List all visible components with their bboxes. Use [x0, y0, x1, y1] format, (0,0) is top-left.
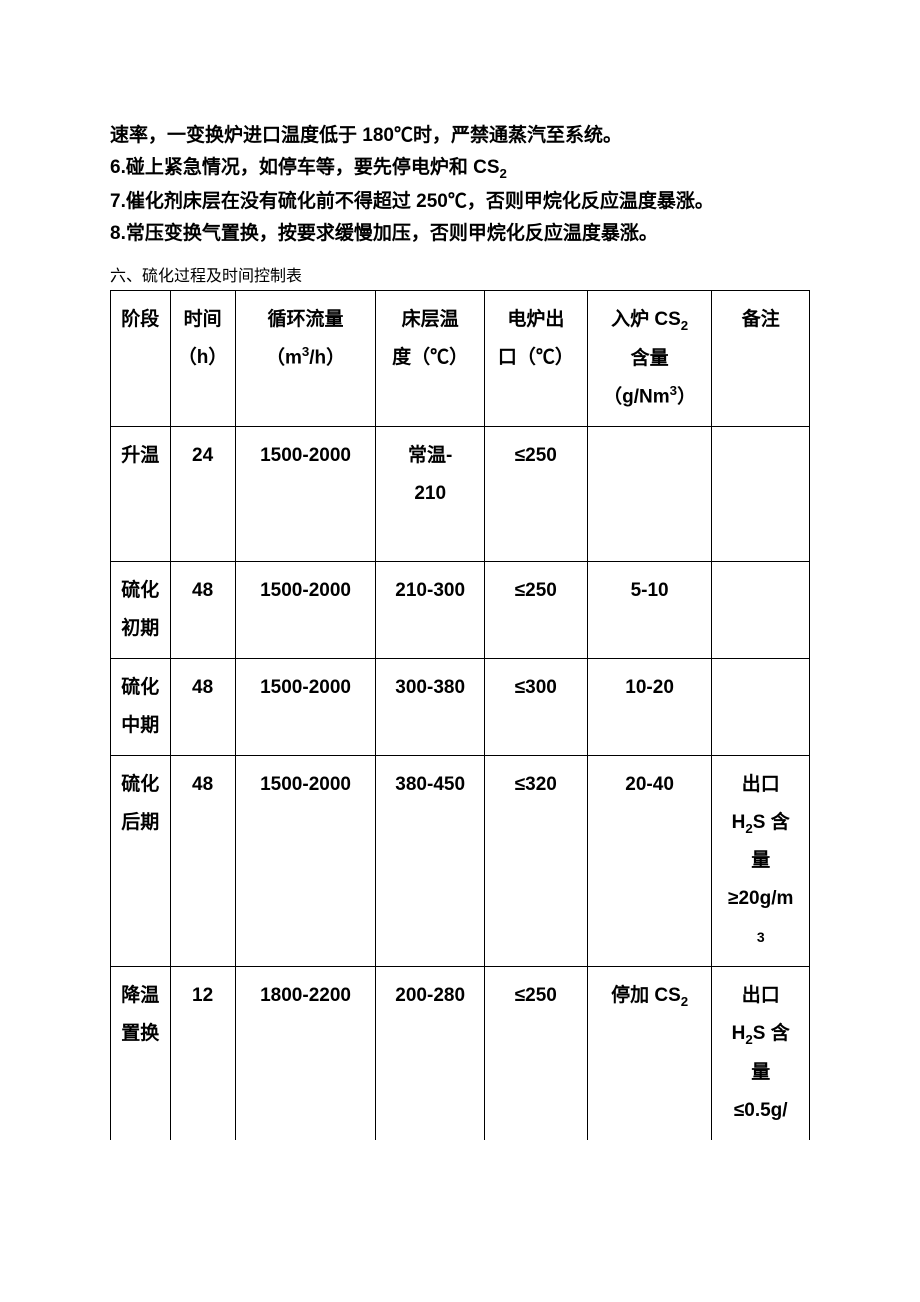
cell-time: 48: [170, 562, 235, 659]
cell-furnace: ≤300: [484, 659, 587, 756]
th-flow-post: /h）: [309, 348, 345, 369]
remark-h2s-post: S 含: [753, 1023, 790, 1044]
cell-flow: 1500-2000: [235, 427, 376, 562]
remark-l4: ≤0.5g/: [734, 1100, 788, 1121]
p2-text: 6.碰上紧急情况，如停车等，要先停电炉和 CS: [110, 157, 500, 178]
cell-stage: 硫化 后期: [111, 756, 171, 967]
th-furn-l2: 口（℃）: [498, 347, 574, 368]
th-bed-temp: 床层温 度（℃）: [376, 291, 484, 427]
table-row: 升温 24 1500-2000 常温- 210 ≤250: [111, 427, 810, 562]
cell-bed-temp: 300-380: [376, 659, 484, 756]
cell-stage: 降温 置换: [111, 967, 171, 1140]
remark-l5: 3: [757, 929, 765, 945]
cell-flow: 1500-2000: [235, 659, 376, 756]
th-flow-pre: （m: [266, 348, 302, 369]
remark-l4: ≥20g/m: [728, 888, 793, 909]
cell-cs2: 20-40: [587, 756, 712, 967]
th-cs2-sub: 2: [681, 318, 688, 333]
table-row: 降温 置换 12 1800-2200 200-280 ≤250 停加 CS2 出…: [111, 967, 810, 1140]
cell-remark: 出口 H2S 含 量 ≤0.5g/: [712, 967, 810, 1140]
cell-stage-l2: 初期: [121, 618, 159, 639]
cell-time: 24: [170, 427, 235, 562]
cell-furnace: ≤250: [484, 967, 587, 1140]
cell-stage-l1: 降温: [121, 985, 159, 1006]
remark-l1: 出口: [742, 985, 780, 1006]
remark-h2s-pre: H: [732, 812, 746, 833]
table-caption: 六、硫化过程及时间控制表: [110, 262, 810, 286]
remark-l3: 量: [751, 850, 770, 871]
cell-stage-l2: 中期: [121, 715, 159, 736]
remark-h2s-pre: H: [732, 1023, 746, 1044]
document-page: 速率，一变换炉进口温度低于 180℃时，严禁通蒸汽至系统。 6.碰上紧急情况，如…: [0, 0, 920, 1180]
cell-furnace: ≤250: [484, 562, 587, 659]
paragraph-line-1: 速率，一变换炉进口温度低于 180℃时，严禁通蒸汽至系统。: [110, 120, 810, 152]
cell-stage-l1: 硫化: [121, 677, 159, 698]
cell-remark: [712, 427, 810, 562]
remark-h2s-sub: 2: [745, 1032, 752, 1047]
cell-flow: 1500-2000: [235, 562, 376, 659]
cell-bed-temp: 210-300: [376, 562, 484, 659]
p2-sub: 2: [500, 166, 507, 181]
cell-stage-l1: 硫化: [121, 580, 159, 601]
cell-bed-temp: 常温- 210: [376, 427, 484, 562]
cell-cs2: 5-10: [587, 562, 712, 659]
paragraph-line-4: 8.常压变换气置换，按要求缓慢加压，否则甲烷化反应温度暴涨。: [110, 218, 810, 250]
cell-furnace: ≤250: [484, 427, 587, 562]
paragraph-line-2: 6.碰上紧急情况，如停车等，要先停电炉和 CS2: [110, 152, 810, 185]
th-cs2-c-post: ）: [677, 386, 696, 407]
cell-time: 12: [170, 967, 235, 1140]
th-flow-l1: 循环流量: [268, 309, 344, 330]
th-cs2-l2: 含量: [631, 348, 669, 369]
th-time-l2: （h）: [178, 347, 228, 368]
cell-bed-l2: 210: [414, 483, 446, 504]
cell-bed-l1: 常温-: [408, 445, 452, 466]
th-time: 时间 （h）: [170, 291, 235, 427]
cell-stage-l1: 硫化: [121, 774, 159, 795]
paragraph-line-3: 7.催化剂床层在没有硫化前不得超过 250℃，否则甲烷化反应温度暴涨。: [110, 186, 810, 218]
cell-remark: 出口 H2S 含 量 ≥20g/m 3: [712, 756, 810, 967]
table-row: 硫化 中期 48 1500-2000 300-380 ≤300 10-20: [111, 659, 810, 756]
sulfidation-schedule-table: 阶段 时间 （h） 循环流量 （m3/h） 床层温 度（℃） 电炉出 口（℃） …: [110, 290, 810, 1140]
cell-furnace: ≤320: [484, 756, 587, 967]
cell-time: 48: [170, 756, 235, 967]
cell-cs2: 10-20: [587, 659, 712, 756]
cell-stage-l2: 后期: [121, 812, 159, 833]
th-remark: 备注: [712, 291, 810, 427]
cell-cs2: 停加 CS2: [587, 967, 712, 1140]
remark-l3: 量: [751, 1062, 770, 1083]
th-bed-l1: 床层温: [402, 309, 459, 330]
remark-l1: 出口: [742, 774, 780, 795]
cell-remark: [712, 562, 810, 659]
cell-cs2-pre: 停加 CS: [611, 985, 681, 1006]
remark-h2s-sub: 2: [745, 821, 752, 836]
cell-flow: 1500-2000: [235, 756, 376, 967]
cell-bed-temp: 380-450: [376, 756, 484, 967]
table-row: 硫化 后期 48 1500-2000 380-450 ≤320 20-40 出口…: [111, 756, 810, 967]
cell-remark: [712, 659, 810, 756]
cell-flow: 1800-2200: [235, 967, 376, 1140]
remark-h2s-post: S 含: [753, 812, 790, 833]
th-furnace-out: 电炉出 口（℃）: [484, 291, 587, 427]
th-flow: 循环流量 （m3/h）: [235, 291, 376, 427]
th-cs2-c-sup: 3: [670, 383, 677, 398]
cell-stage: 硫化 中期: [111, 659, 171, 756]
th-cs2-pre: 入炉 CS: [611, 309, 681, 330]
cell-stage-l2: 置换: [121, 1023, 159, 1044]
th-cs2: 入炉 CS2 含量 （g/Nm3）: [587, 291, 712, 427]
cell-bed-temp: 200-280: [376, 967, 484, 1140]
th-time-l1: 时间: [184, 309, 222, 330]
th-stage: 阶段: [111, 291, 171, 427]
table-header-row: 阶段 时间 （h） 循环流量 （m3/h） 床层温 度（℃） 电炉出 口（℃） …: [111, 291, 810, 427]
th-furn-l1: 电炉出: [507, 309, 564, 330]
th-cs2-c-pre: （g/Nm: [603, 386, 670, 407]
cell-stage: 升温: [111, 427, 171, 562]
cell-time: 48: [170, 659, 235, 756]
cell-cs2-sub: 2: [681, 994, 688, 1009]
table-row: 硫化 初期 48 1500-2000 210-300 ≤250 5-10: [111, 562, 810, 659]
cell-stage: 硫化 初期: [111, 562, 171, 659]
cell-cs2: [587, 427, 712, 562]
th-bed-l2: 度（℃）: [392, 347, 468, 368]
